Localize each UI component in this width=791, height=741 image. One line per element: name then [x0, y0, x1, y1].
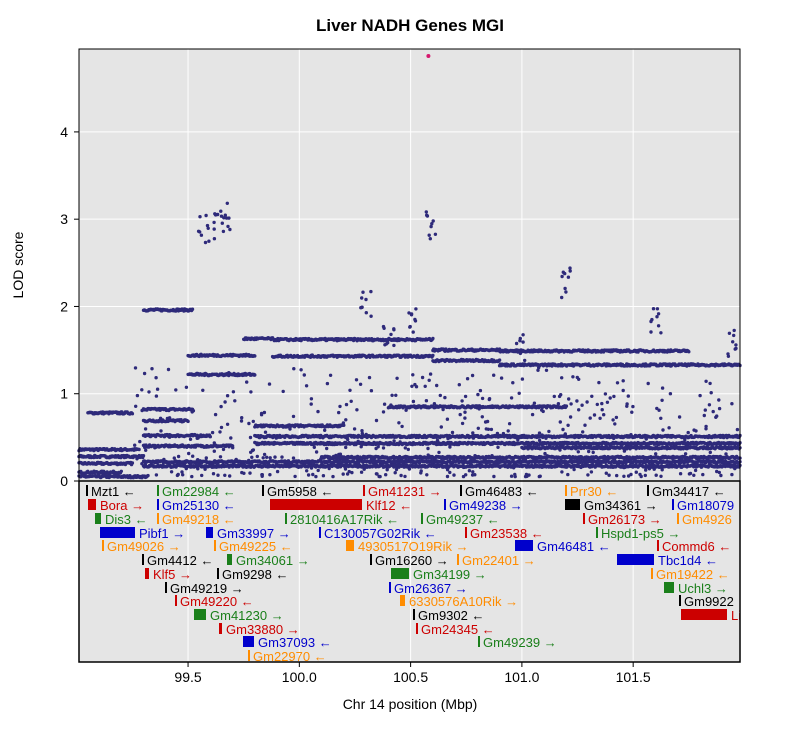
lod-point	[431, 353, 435, 358]
lod-points	[77, 54, 742, 480]
lod-panel	[77, 48, 742, 482]
lod-point	[431, 336, 435, 341]
lod-point	[137, 447, 141, 452]
lod-point	[141, 454, 146, 458]
lod-point	[130, 412, 135, 416]
lod-point	[687, 350, 691, 354]
lod-point	[497, 358, 502, 362]
lod-point	[146, 473, 150, 478]
lod-plot-background	[79, 49, 740, 481]
lod-point	[253, 354, 257, 358]
lod-point	[130, 461, 135, 465]
lod-point	[190, 307, 195, 311]
chart-title: Liver NADH Genes MGI	[316, 16, 504, 35]
lod-point	[186, 419, 190, 424]
lod-point	[119, 469, 124, 473]
lod-point	[208, 435, 212, 439]
